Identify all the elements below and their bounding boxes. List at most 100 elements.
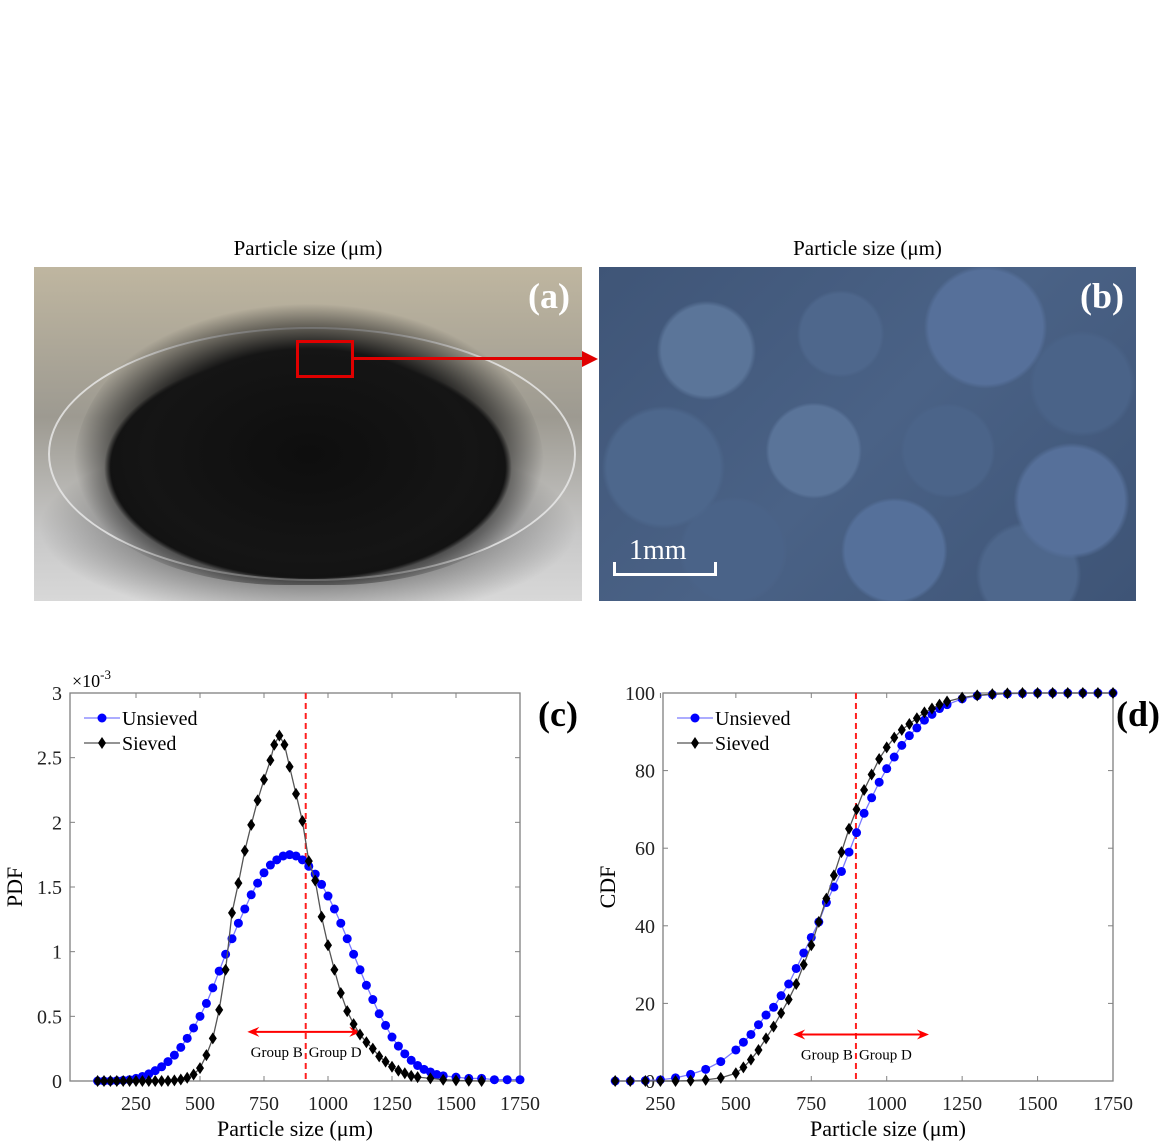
legend-marker-diamond-icon [98,737,106,749]
arrow-right-icon [916,1029,929,1040]
data-point-circle [329,904,339,914]
data-point-diamond [413,1071,422,1084]
panel-a-caption: Particle size (μm) [233,236,383,260]
pdf-chart: 250 500 750 1000 1250 1500 1750 0 0.5 1 1.5 2 2.5 3 Pa… [2,667,540,1141]
x-axis-label: Particle size (μm) [810,1116,966,1141]
data-point-diamond [132,1075,140,1087]
data-point-diamond [875,752,884,765]
data-point-circle [874,777,884,787]
data-point-diamond [343,1005,352,1018]
legend-label-unsieved: Unsieved [122,708,198,730]
x-tick-label: 1750 [1093,1093,1133,1115]
data-point-diamond [701,1073,710,1086]
data-point-circle [912,723,922,733]
data-point-diamond [362,1036,371,1049]
data-point-circle [791,963,801,973]
data-point-circle [400,1049,410,1059]
legend-marker-circle-icon [97,713,107,723]
data-point-circle [374,1009,384,1019]
data-point-diamond [266,754,275,767]
data-point-diamond [247,818,256,831]
arrow-left-icon [793,1029,806,1040]
data-point-circle [919,715,929,725]
data-point-diamond [375,1050,384,1063]
data-point-diamond [125,1075,134,1087]
data-point-diamond [769,1020,778,1033]
legend-marker-diamond-icon [691,737,699,749]
group-d-label: Group D [309,1045,362,1061]
data-point-diamond [1093,687,1102,699]
scale-bar [613,562,717,576]
data-point-diamond [943,695,952,708]
series-line-sieved [615,692,1113,1082]
x-tick-label: 1750 [500,1093,540,1115]
scale-bar-label: 1mm [629,535,687,566]
data-point-diamond [106,1075,115,1087]
data-point-diamond [356,1028,364,1041]
data-point-diamond [100,1075,108,1087]
legend-label-unsieved: Unsieved [715,708,791,730]
data-point-diamond [731,1067,740,1080]
data-point-diamond [260,773,268,786]
data-point-diamond [973,689,982,702]
data-point-diamond [905,718,914,731]
data-point-diamond [807,939,816,952]
panel-label-d: (d) [1116,694,1160,734]
x-tick-label: 500 [185,1093,215,1115]
data-point-circle [769,1002,779,1012]
data-point-diamond [298,815,307,828]
data-point-diamond [1033,687,1042,699]
axes-box [662,692,1114,1082]
data-point-circle [342,934,352,944]
data-point-diamond [754,1043,763,1056]
legend-marker-circle-icon [690,713,700,723]
y-tick-label: 80 [635,761,655,783]
data-point-circle [701,1064,711,1074]
data-point-diamond [151,1075,160,1087]
y-multiplier-label: ×10-3 [72,667,111,691]
zoom-region-box [296,340,354,378]
data-point-circle [686,1069,696,1079]
data-point-diamond [221,963,230,976]
data-point-diamond [170,1074,179,1087]
particle-microscope-photo: 1mm (b) [599,267,1136,601]
data-point-circle [502,1075,512,1085]
data-point-diamond [1018,687,1027,699]
data-point-diamond [304,855,313,868]
data-point-circle [297,855,307,865]
data-point-diamond [202,1049,211,1062]
data-point-circle [201,998,211,1008]
data-point-diamond [716,1071,725,1084]
data-point-diamond [777,1007,786,1020]
data-point-diamond [897,723,906,736]
data-point-circle [904,731,914,741]
data-point-diamond [189,1068,198,1081]
x-tick-label: 250 [645,1093,675,1115]
data-point-circle [753,1020,763,1030]
y-tick-label: 1 [52,942,62,964]
data-point-circle [882,764,892,774]
data-point-diamond [852,803,861,816]
data-point-circle [208,983,218,993]
data-point-diamond [464,1074,473,1087]
data-point-diamond [656,1075,665,1087]
data-point-diamond [958,691,967,704]
data-point-circle [844,847,854,857]
data-point-circle [176,1042,186,1052]
y-tick-label: 2.5 [37,748,62,770]
x-tick-label: 500 [721,1093,751,1115]
data-point-diamond [112,1075,121,1087]
y-tick-label: 0.5 [37,1006,62,1028]
data-point-circle [784,979,794,989]
y-tick-label: 0 [52,1071,62,1093]
data-point-diamond [336,987,345,1000]
panel-label-c: (c) [538,694,578,734]
data-point-diamond [292,787,300,800]
x-tick-label: 1000 [308,1093,348,1115]
data-point-diamond [407,1069,416,1082]
panel-label-b: (b) [1080,276,1124,316]
particle-pile [74,295,544,585]
data-point-circle [776,991,786,1001]
data-point-circle [836,866,846,876]
y-tick-label: 40 [635,916,655,938]
